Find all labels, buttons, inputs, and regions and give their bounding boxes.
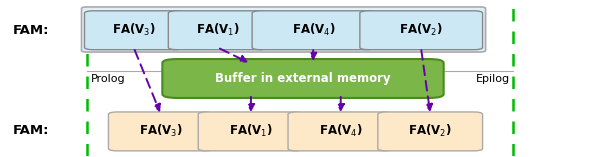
Text: FA(V$_1$): FA(V$_1$) xyxy=(196,22,239,38)
FancyBboxPatch shape xyxy=(360,11,482,50)
FancyBboxPatch shape xyxy=(163,59,443,98)
FancyBboxPatch shape xyxy=(252,11,375,50)
Text: FA(V$_4$): FA(V$_4$) xyxy=(292,22,335,38)
Text: FAM:: FAM: xyxy=(13,24,49,37)
Text: FA(V$_4$): FA(V$_4$) xyxy=(319,123,362,139)
Text: FA(V$_2$): FA(V$_2$) xyxy=(400,22,443,38)
FancyBboxPatch shape xyxy=(109,112,213,151)
Text: FA(V$_1$): FA(V$_1$) xyxy=(229,123,272,139)
Text: FA(V$_3$): FA(V$_3$) xyxy=(112,22,156,38)
FancyBboxPatch shape xyxy=(378,112,482,151)
FancyBboxPatch shape xyxy=(288,112,393,151)
FancyBboxPatch shape xyxy=(169,11,267,50)
Text: FA(V$_3$): FA(V$_3$) xyxy=(139,123,182,139)
Text: FA(V$_2$): FA(V$_2$) xyxy=(409,123,452,139)
FancyBboxPatch shape xyxy=(85,11,183,50)
Text: Buffer in external memory: Buffer in external memory xyxy=(215,72,391,85)
FancyBboxPatch shape xyxy=(198,112,303,151)
Text: FAM:: FAM: xyxy=(13,124,49,137)
Text: Prolog: Prolog xyxy=(91,73,125,84)
Text: Epilog: Epilog xyxy=(475,73,509,84)
FancyBboxPatch shape xyxy=(82,7,485,52)
